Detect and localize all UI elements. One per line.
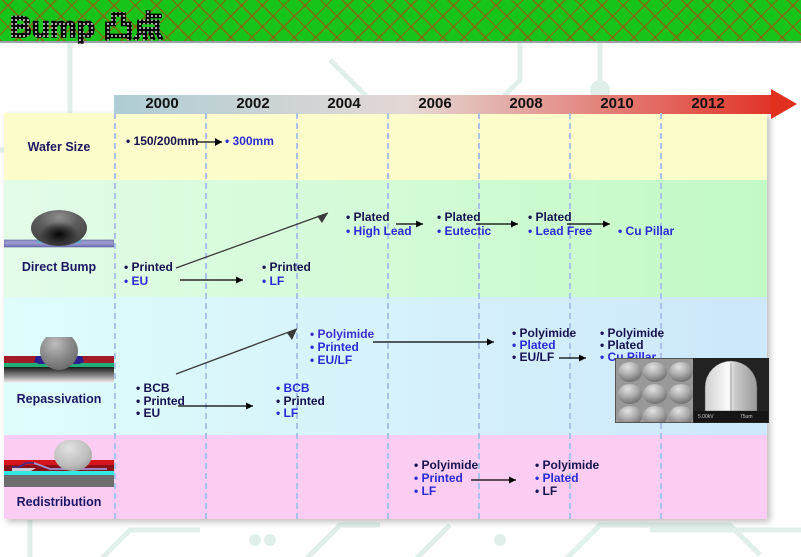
svg-text:5.00kV: 5.00kV xyxy=(698,414,714,420)
svg-text:75um: 75um xyxy=(740,414,753,420)
